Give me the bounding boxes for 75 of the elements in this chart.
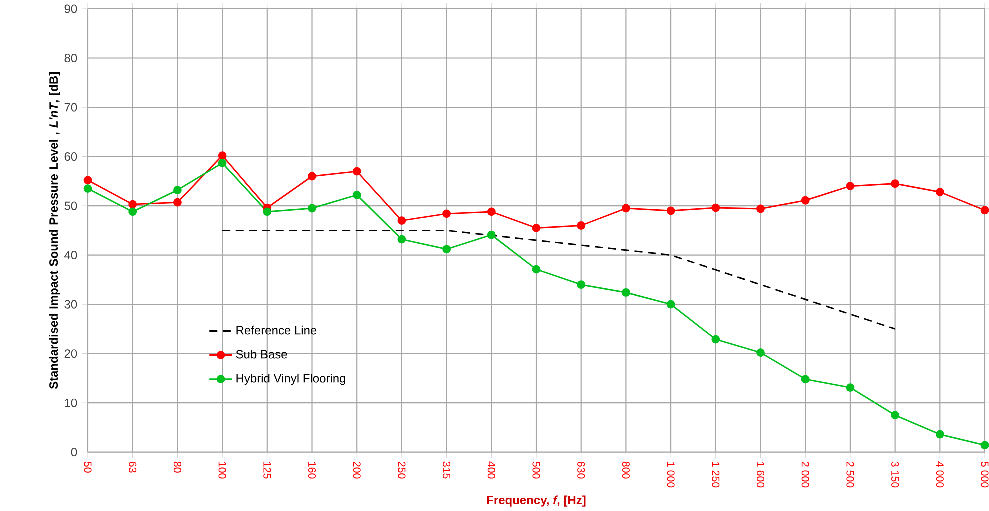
y-tick-label: 30 bbox=[64, 300, 78, 309]
point bbox=[308, 204, 316, 213]
point bbox=[666, 300, 676, 309]
point bbox=[352, 167, 362, 176]
x-tick-label: 2 500 bbox=[846, 462, 854, 488]
point bbox=[84, 176, 92, 185]
point bbox=[442, 210, 452, 218]
point bbox=[174, 198, 182, 207]
x-tick-label: 315 bbox=[443, 462, 451, 479]
x-tick-label: 630 bbox=[578, 462, 586, 479]
point bbox=[577, 280, 586, 290]
point bbox=[801, 196, 810, 205]
point bbox=[756, 204, 765, 214]
x-tick-label: 250 bbox=[398, 462, 406, 479]
point bbox=[712, 335, 720, 344]
point bbox=[308, 172, 316, 181]
point bbox=[263, 208, 272, 216]
y-tick-label: 80 bbox=[64, 54, 78, 63]
point bbox=[801, 375, 810, 384]
y-tick-label: 10 bbox=[65, 398, 78, 408]
point bbox=[128, 200, 138, 209]
point bbox=[936, 188, 944, 196]
point bbox=[936, 430, 944, 439]
point bbox=[891, 180, 900, 188]
x-tick-label: 3 150 bbox=[892, 462, 900, 488]
legend-label: Reference Line bbox=[236, 326, 317, 335]
point bbox=[532, 224, 541, 232]
x-tick-label: 4 000 bbox=[936, 462, 944, 488]
point bbox=[712, 204, 720, 212]
y-tick-label: 70 bbox=[64, 103, 78, 112]
point bbox=[622, 288, 630, 297]
x-tick-label: 2 000 bbox=[802, 462, 810, 488]
point bbox=[442, 245, 452, 254]
y-tick-label: 20 bbox=[64, 350, 78, 358]
point bbox=[352, 191, 362, 200]
point bbox=[577, 222, 586, 230]
point bbox=[218, 152, 227, 160]
point bbox=[532, 265, 541, 274]
point bbox=[891, 411, 900, 420]
point bbox=[128, 208, 138, 216]
x-tick-label: 400 bbox=[488, 462, 496, 479]
x-tick-label: 1 600 bbox=[756, 462, 765, 488]
point bbox=[398, 235, 406, 244]
x-axis-title: Frequency, f, [Hz] bbox=[487, 496, 586, 507]
point bbox=[756, 348, 765, 358]
point bbox=[666, 206, 676, 216]
y-tick-label: 90 bbox=[64, 4, 78, 14]
point bbox=[487, 230, 496, 240]
point bbox=[174, 186, 182, 194]
y-tick-label: 40 bbox=[64, 251, 78, 260]
point bbox=[487, 208, 496, 216]
x-tick-label: 1 000 bbox=[667, 462, 675, 488]
x-tick-label: 200 bbox=[353, 462, 361, 479]
x-tick-label: 63 bbox=[129, 462, 137, 473]
x-tick-label: 100 bbox=[218, 462, 226, 479]
y-tick-label: 0 bbox=[71, 448, 78, 457]
point bbox=[846, 182, 855, 191]
point bbox=[84, 184, 92, 194]
x-tick-label: 800 bbox=[622, 462, 630, 479]
x-tick-label: 1 250 bbox=[712, 462, 720, 488]
legend-label: Sub Base bbox=[236, 350, 288, 359]
point bbox=[218, 158, 227, 168]
y-axis-title: Standardised Impact Sound Pressure Level , L'nT, [dB] bbox=[49, 72, 60, 390]
x-tick-label: 5 000 bbox=[981, 462, 989, 488]
x-tick-label: 160 bbox=[308, 462, 316, 479]
point bbox=[398, 216, 406, 226]
y-tick-label: 60 bbox=[64, 152, 78, 162]
x-tick-label: 125 bbox=[264, 462, 272, 479]
legend-label: Hybrid Vinyl Flooring bbox=[236, 374, 346, 386]
x-tick-label: 500 bbox=[532, 462, 540, 479]
x-tick-label: 80 bbox=[174, 462, 182, 473]
x-tick-label: 50 bbox=[84, 462, 92, 473]
point bbox=[846, 384, 855, 392]
point bbox=[622, 204, 630, 213]
y-tick-label: 50 bbox=[64, 202, 78, 210]
